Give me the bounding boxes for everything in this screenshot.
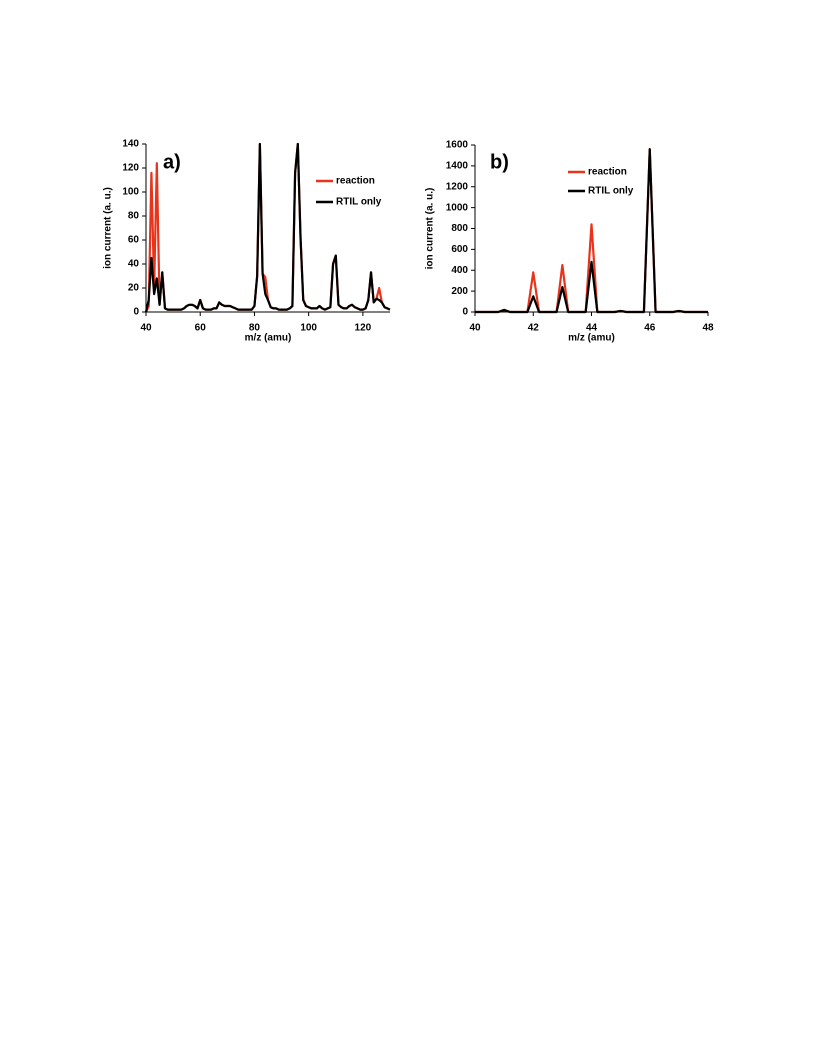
y-tick-label: 40 [128, 259, 140, 270]
legend-label: RTIL only [588, 186, 634, 197]
legend-label: reaction [336, 176, 375, 187]
panel-annotation: b) [490, 151, 509, 173]
data-line [144, 142, 391, 313]
x-tick-label: 40 [469, 323, 481, 334]
y-tick-label: 60 [128, 235, 140, 246]
y-tick-label: 20 [128, 283, 140, 294]
x-tick-label: 100 [300, 323, 317, 334]
y-tick-label: 600 [451, 244, 468, 255]
panel-annotation: a) [163, 151, 181, 173]
y-tick-label: 1000 [446, 202, 469, 213]
y-tick-label: 400 [451, 265, 468, 276]
x-tick-label: 40 [140, 323, 152, 334]
y-tick-label: 140 [122, 139, 139, 150]
x-tick-label: 60 [195, 323, 207, 334]
x-tick-label: 42 [528, 323, 540, 334]
y-tick-label: 80 [128, 211, 140, 222]
legend-label: reaction [588, 167, 627, 178]
y-axis-label: ion current (a. u.) [425, 188, 436, 270]
y-tick-label: 100 [122, 187, 139, 198]
y-tick-label: 800 [451, 223, 468, 234]
y-tick-label: 200 [451, 286, 468, 297]
x-axis-label: m/z (amu) [245, 333, 292, 344]
y-tick-label: 0 [133, 307, 139, 318]
data-line [144, 142, 391, 313]
x-tick-label: 46 [644, 323, 656, 334]
y-tick-label: 1400 [446, 161, 469, 172]
x-tick-label: 120 [355, 323, 372, 334]
x-tick-label: 44 [586, 323, 598, 334]
legend-label: RTIL only [336, 197, 382, 208]
y-tick-label: 1600 [446, 140, 469, 151]
x-axis-label: m/z (amu) [568, 333, 615, 344]
y-axis-label: ion current (a. u.) [103, 187, 114, 269]
x-tick-label: 80 [249, 323, 261, 334]
y-tick-label: 120 [122, 163, 139, 174]
y-tick-label: 0 [462, 307, 468, 318]
x-tick-label: 48 [702, 323, 714, 334]
y-tick-label: 1200 [446, 181, 469, 192]
